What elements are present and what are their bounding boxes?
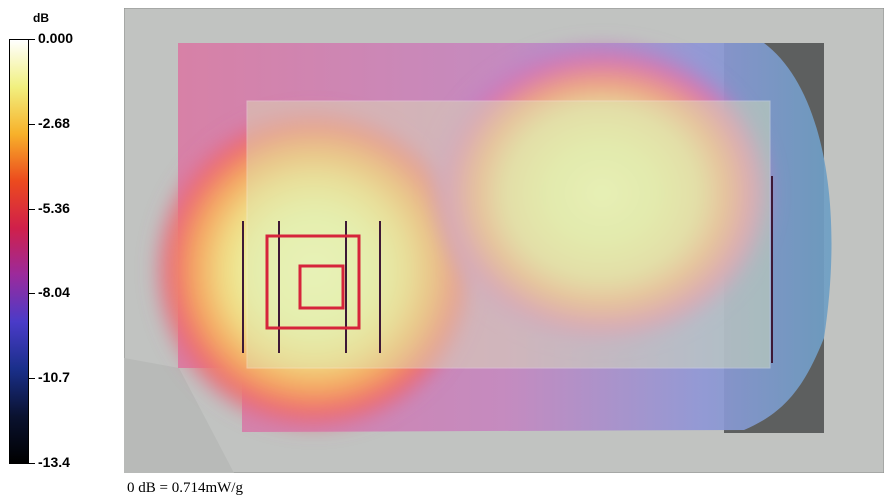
colorbar-gradient <box>9 39 29 464</box>
colorbar-legend: dB 0.000 -2.68 -5.36 -8.04 -10.7 -13.4 <box>0 0 120 480</box>
colorbar-tick-label: -13.4 <box>38 454 70 470</box>
hotspot-right <box>427 38 777 348</box>
probe-square-outer <box>265 234 361 330</box>
colorbar-tick-label: 0.000 <box>38 30 74 46</box>
colorbar-unit-label: dB <box>33 11 49 25</box>
plot-shadow-left <box>124 358 234 473</box>
sar-heatmap-plot <box>124 8 884 473</box>
colorbar-tick-mark <box>29 123 35 125</box>
hotspot-left <box>149 105 479 435</box>
colorbar-tick-mark <box>29 208 35 210</box>
colorbar-tick-label: -2.68 <box>38 114 70 131</box>
colorbar-tick-mark <box>29 293 35 295</box>
probe-scan-grid <box>242 176 773 363</box>
colorbar-tick-label: -5.36 <box>38 199 70 216</box>
colorbar-tick-mark <box>29 377 35 379</box>
colorbar-tick-mark <box>29 39 35 40</box>
colorbar-tick-label: -8.04 <box>38 284 70 301</box>
probe-square-inner <box>298 264 345 310</box>
colorbar-tick-label: -10.7 <box>38 368 70 385</box>
colorbar-tick-mark <box>29 463 35 464</box>
footnote-reference: 0 dB = 0.714mW/g <box>127 480 243 496</box>
